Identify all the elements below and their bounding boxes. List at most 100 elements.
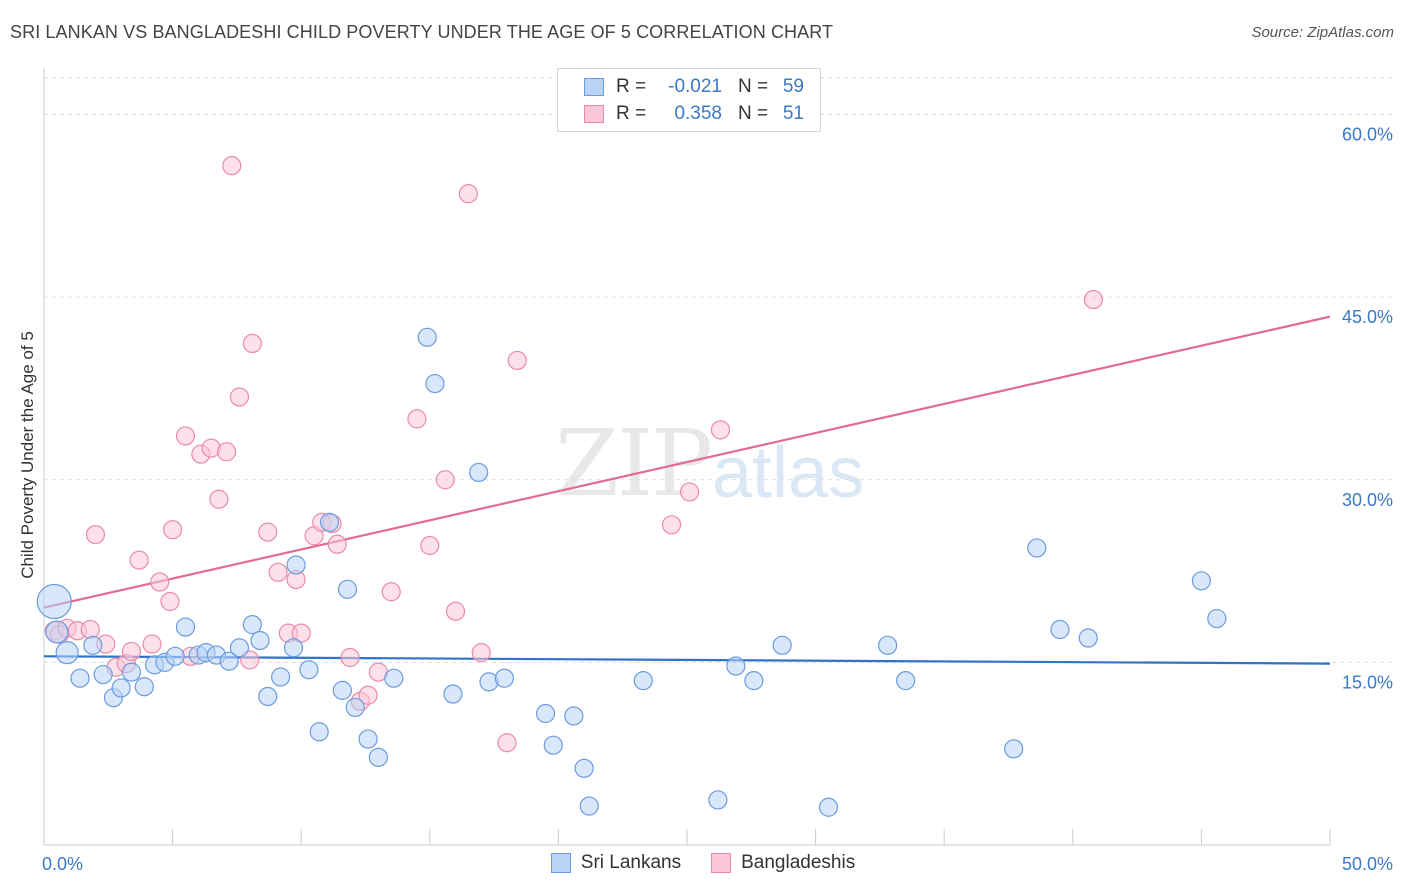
source-label: Source: ZipAtlas.com: [1251, 24, 1394, 41]
data-point: [708, 790, 728, 810]
data-point: [896, 671, 916, 691]
data-point: [258, 522, 278, 542]
data-point: [1027, 538, 1047, 558]
data-point: [283, 638, 304, 658]
data-point: [494, 668, 514, 688]
legend-row-bangladeshis: R = 0.358 N = 51: [584, 101, 804, 127]
data-point: [471, 643, 491, 663]
data-point: [219, 651, 239, 671]
grid-lines: [44, 77, 1395, 663]
y-axis-label: Child Poverty Under the Age of 5: [18, 331, 37, 579]
data-point: [543, 735, 563, 755]
axes: [43, 68, 1331, 846]
data-point: [160, 591, 180, 612]
data-point: [744, 671, 764, 691]
data-point: [142, 634, 162, 654]
data-point: [1004, 739, 1024, 759]
legend-swatch-bangladeshis: [711, 853, 732, 873]
data-point: [165, 646, 185, 666]
y-tick-label: 60.0%: [1342, 125, 1393, 145]
data-point: [358, 685, 378, 705]
data-point: [121, 662, 142, 682]
data-point: [319, 512, 340, 532]
data-point: [469, 462, 489, 483]
legend-r-label: R =: [616, 103, 647, 124]
data-point: [299, 660, 319, 680]
data-point: [271, 667, 291, 687]
data-point: [70, 668, 90, 688]
legend-swatch-srilankans: [550, 853, 571, 873]
legend-row-srilankans: R = -0.021 N = 59: [584, 74, 804, 100]
data-point: [163, 520, 183, 540]
data-point: [340, 647, 360, 668]
data-point: [337, 579, 358, 599]
data-point: [445, 601, 466, 621]
legend-label-srilankans: Sri Lankans: [580, 852, 682, 873]
trend-line: [43, 315, 1331, 609]
data-point: [1191, 571, 1212, 591]
data-point: [818, 797, 839, 817]
data-point: [1207, 608, 1227, 629]
data-point: [175, 426, 196, 446]
data-point: [83, 635, 103, 655]
data-point: [772, 635, 792, 655]
data-point: [425, 373, 445, 394]
legend-n-value: 51: [782, 103, 804, 124]
legend-item-srilankans[interactable]: Sri Lankans: [550, 852, 682, 874]
data-point: [435, 470, 455, 490]
data-point: [111, 678, 131, 698]
data-point: [535, 703, 556, 724]
data-point: [309, 722, 329, 742]
data-point: [129, 550, 149, 570]
data-point: [93, 664, 113, 685]
data-point: [242, 615, 262, 635]
data-point: [229, 638, 250, 658]
data-point: [240, 650, 260, 670]
stats-legend: R = -0.021 N = 59 R = 0.358 N = 51: [557, 68, 821, 132]
data-point: [217, 442, 237, 462]
data-point: [368, 747, 388, 767]
data-point: [726, 656, 746, 676]
data-point: [1078, 628, 1098, 648]
legend-r-value: 0.358: [674, 103, 722, 124]
x-tick-label: 50.0%: [1342, 854, 1393, 874]
data-point: [327, 534, 347, 554]
data-point: [497, 733, 517, 753]
legend-item-bangladeshis[interactable]: Bangladeshis: [711, 852, 855, 874]
data-point: [458, 184, 478, 204]
data-point: [121, 641, 142, 662]
data-point: [150, 572, 170, 592]
data-point: [443, 684, 463, 704]
data-point: [358, 729, 378, 749]
data-point: [55, 641, 79, 665]
data-point: [1083, 289, 1103, 310]
data-point: [209, 489, 229, 509]
data-point: [222, 156, 242, 176]
data-point: [710, 420, 731, 440]
data-point: [286, 555, 306, 575]
legend-n-label: N =: [738, 103, 769, 124]
data-point: [332, 680, 352, 700]
data-point: [384, 668, 404, 688]
legend-label-bangladeshis: Bangladeshis: [741, 852, 856, 873]
data-point: [381, 582, 401, 602]
data-point: [268, 562, 288, 582]
legend-swatch-bangladeshis: [584, 105, 604, 123]
data-point: [258, 686, 278, 707]
data-point: [417, 327, 437, 347]
data-point: [507, 350, 527, 371]
data-point: [679, 482, 700, 502]
data-point: [85, 524, 106, 545]
data-point: [574, 758, 594, 778]
data-point: [345, 697, 365, 718]
x-tick-label: 0.0%: [42, 854, 83, 874]
data-point: [633, 671, 653, 691]
chart-title: SRI LANKAN VS BANGLADESHI CHILD POVERTY …: [10, 22, 834, 42]
data-point: [579, 796, 599, 816]
legend-n-value: 59: [782, 76, 804, 97]
legend-r-label: R =: [616, 76, 647, 97]
data-point: [1050, 619, 1070, 640]
watermark-atlas: atlas: [712, 433, 865, 513]
data-point: [175, 617, 196, 637]
